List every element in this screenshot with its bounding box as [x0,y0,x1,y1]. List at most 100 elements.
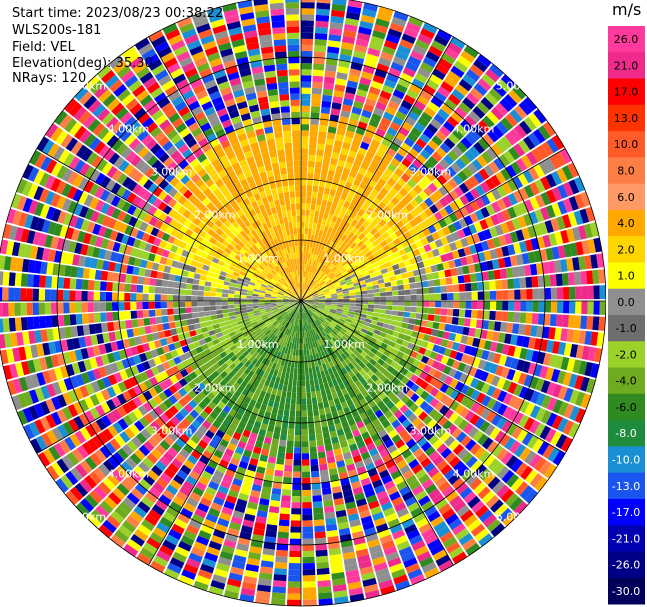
velocity-cell [328,120,338,128]
velocity-cell [468,175,480,187]
velocity-cell [420,457,432,469]
velocity-cell [317,451,326,459]
velocity-cell [307,355,311,362]
velocity-cell [567,162,579,178]
velocity-cell [400,207,410,216]
velocity-cell [400,197,410,207]
velocity-cell [443,154,455,166]
velocity-cell [277,451,286,459]
velocity-cell [560,436,573,452]
velocity-cell [453,186,465,198]
velocity-cell [407,501,420,513]
velocity-cell [323,245,329,252]
velocity-cell [432,178,443,189]
velocity-cell [304,277,308,284]
velocity-cell [358,26,372,36]
velocity-cell [277,383,284,391]
velocity-cell [372,343,381,351]
velocity-cell [358,384,366,393]
velocity-cell [325,388,332,396]
velocity-cell [351,480,362,490]
velocity-cell [528,112,542,128]
velocity-cell [346,175,355,184]
velocity-cell [463,45,479,59]
velocity-cell [320,112,330,121]
velocity-cell [343,244,350,251]
velocity-cell [357,334,365,341]
velocity-cell [495,342,504,354]
velocity-cell [310,118,319,125]
velocity-cell [352,429,361,438]
velocity-cell [385,357,394,365]
velocity-cell [316,326,321,333]
velocity-cell [419,211,429,221]
velocity-cell [314,254,319,262]
velocity-cell [211,277,219,284]
velocity-cell [317,318,323,324]
velocity-cell [545,173,557,188]
velocity-cell [411,463,423,475]
velocity-cell [439,278,447,286]
velocity-cell [203,301,210,307]
velocity-cell [355,297,362,301]
velocity-cell [390,61,404,72]
velocity-cell [311,99,321,107]
velocity-cell [228,290,235,294]
velocity-cell [513,242,522,254]
velocity-cell [376,192,385,201]
velocity-cell [421,561,437,574]
velocity-cell [554,327,562,341]
velocity-cell [315,276,321,282]
velocity-cell [343,136,353,145]
velocity-cell [562,286,570,300]
velocity-cell [397,284,405,291]
velocity-cell [503,93,518,108]
velocity-cell [314,275,319,282]
velocity-cell [340,47,353,57]
velocity-cell [338,266,346,273]
velocity-cell [516,335,524,347]
velocity-cell [338,395,346,404]
velocity-cell [118,283,125,292]
velocity-cell [439,315,447,323]
velocity-cell [304,290,309,297]
velocity-cell [375,148,386,158]
velocity-cell [476,54,492,68]
velocity-cell [529,376,539,390]
velocity-cell [274,562,288,570]
velocity-cell [447,301,454,309]
velocity-cell [443,244,452,253]
velocity-cell [360,350,368,358]
velocity-cell [411,540,426,552]
velocity-cell [161,315,169,323]
velocity-cell [118,302,125,311]
velocity-cell [418,190,429,201]
velocity-cell [322,363,328,371]
velocity-cell [546,189,557,204]
velocity-cell [306,277,310,284]
velocity-cell [392,305,399,311]
velocity-cell [486,238,496,250]
velocity-cell [347,239,354,247]
velocity-cell [301,282,303,289]
velocity-cell [313,507,324,515]
velocity-cell [361,175,371,185]
velocity-cell [437,246,446,255]
velocity-cell [311,305,318,310]
velocity-cell [335,253,342,260]
velocity-cell [301,203,306,210]
velocity-cell [411,174,422,184]
velocity-cell [348,270,356,276]
velocity-cell [324,267,330,274]
velocity-cell [313,328,318,335]
velocity-cell [563,342,573,357]
velocity-cell [447,42,463,55]
velocity-cell [351,138,362,147]
velocity-cell [540,410,552,425]
velocity-cell [315,549,328,557]
velocity-cell [378,57,392,67]
velocity-cell [389,187,399,197]
velocity-cell [325,341,331,349]
velocity-cell [288,563,301,570]
velocity-cell [405,61,419,72]
